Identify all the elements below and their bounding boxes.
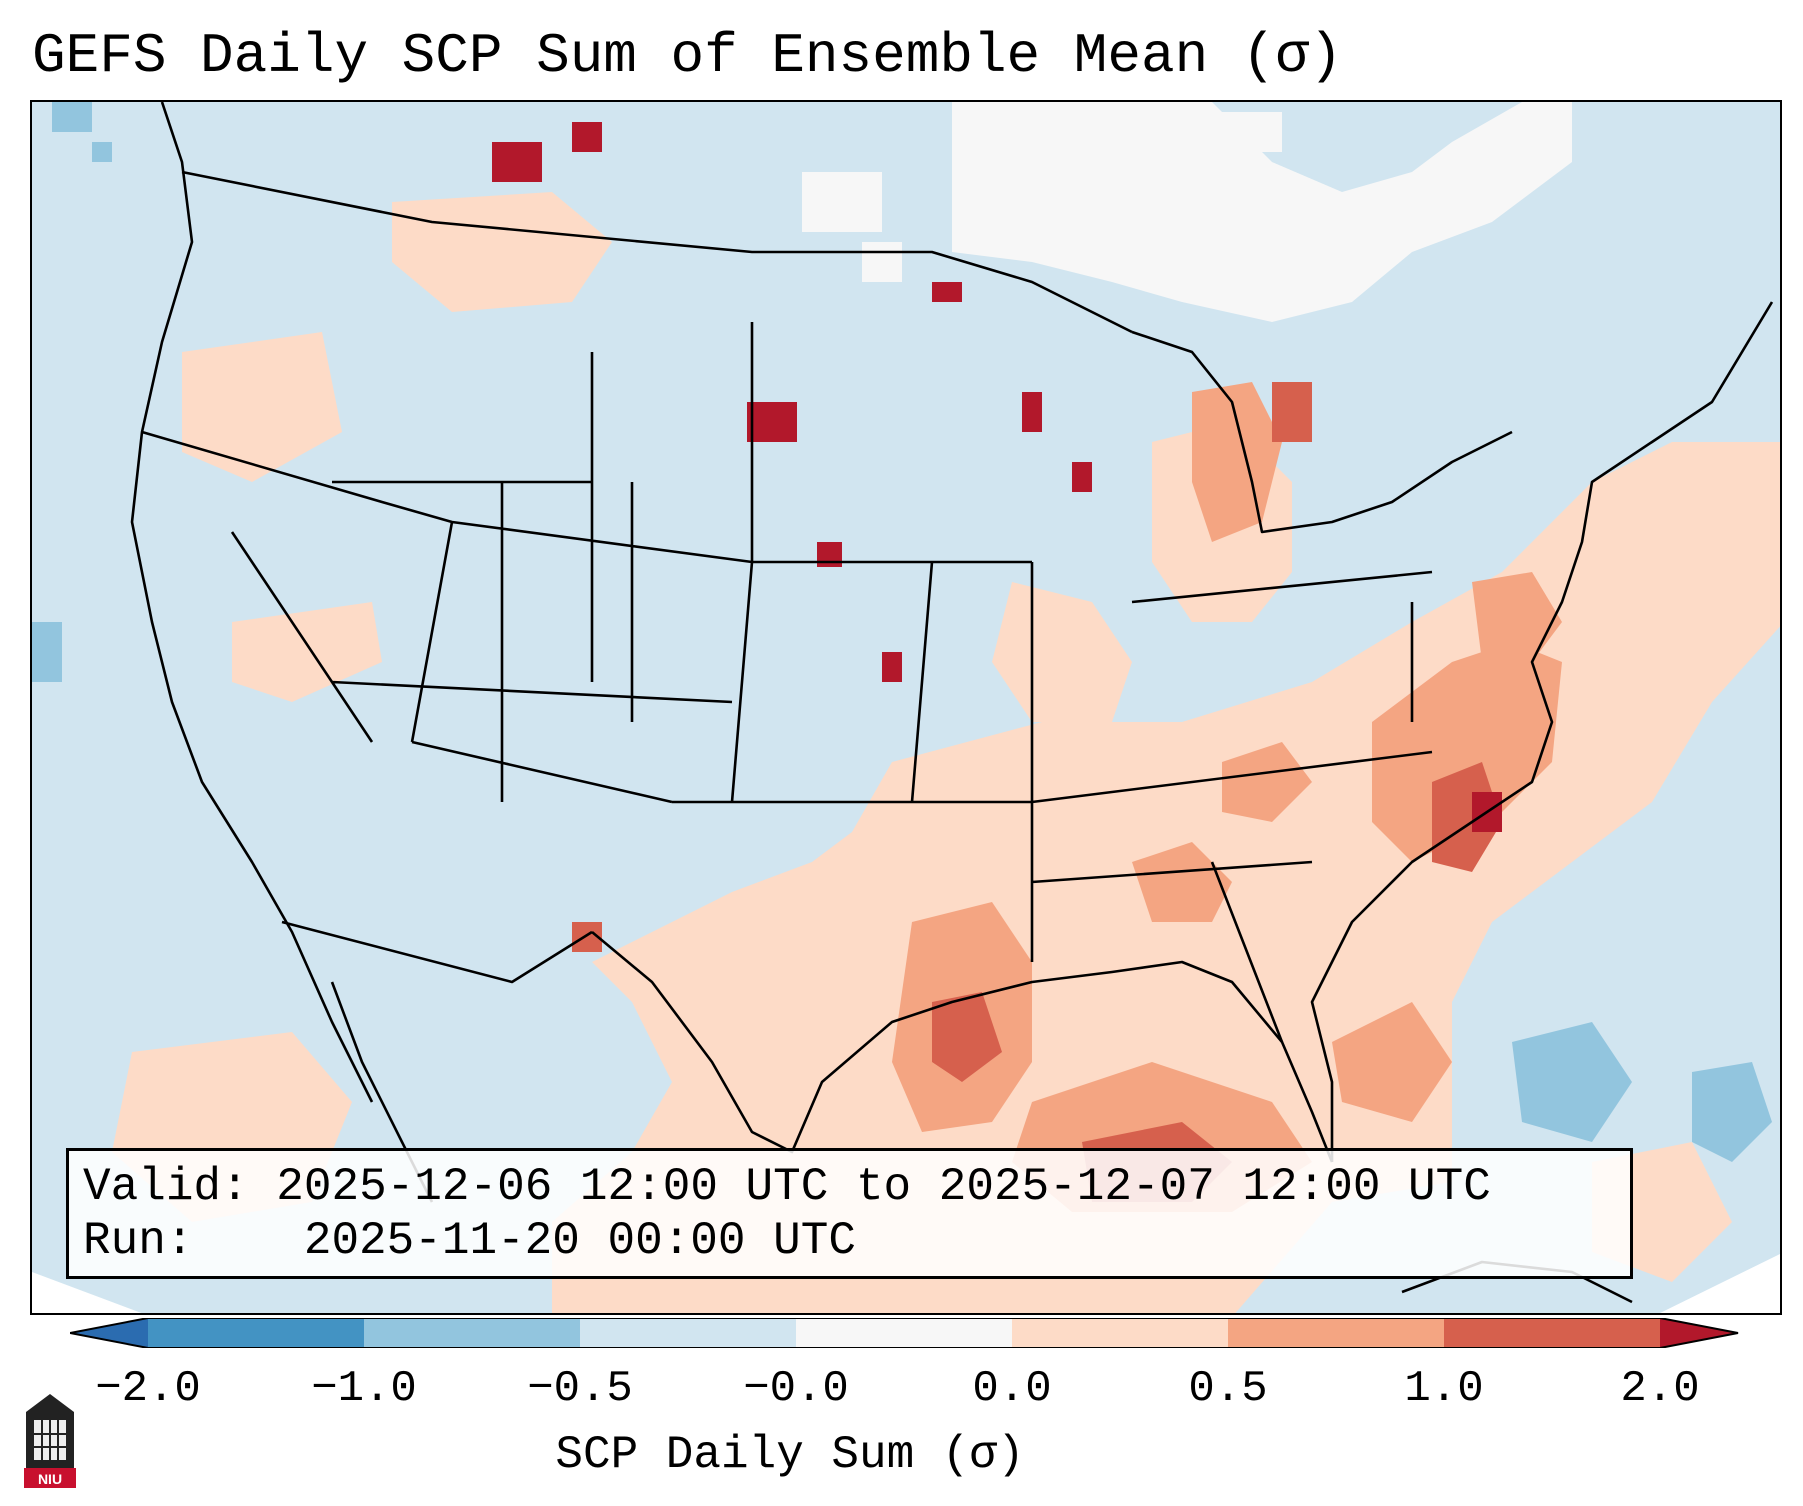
colorbar-tick-label: 0.5	[1188, 1364, 1268, 1414]
map-panel	[30, 100, 1782, 1315]
mexico-border	[281, 920, 593, 984]
info-box: Valid: 2025-12-06 12:00 UTC to 2025-12-0…	[66, 1148, 1633, 1279]
chart-title: GEFS Daily SCP Sum of Ensemble Mean (σ)	[32, 24, 1343, 88]
gulf-coast	[591, 931, 1334, 1163]
east-coast	[1310, 301, 1774, 1162]
valid-line: Valid: 2025-12-06 12:00 UTC to 2025-12-0…	[83, 1161, 1491, 1213]
niu-logo: NIU	[20, 1390, 80, 1495]
valid-label: Valid:	[83, 1161, 249, 1213]
niu-tower-icon: NIU	[24, 1394, 76, 1488]
projection-edge-right	[1660, 1253, 1780, 1313]
run-label: Run:	[83, 1215, 194, 1267]
colorbar-extend-max	[1660, 1318, 1738, 1348]
colorbar-bin-1	[148, 1318, 364, 1348]
colorbar-bin-4	[796, 1318, 1012, 1348]
colorbar-bin-5	[1012, 1318, 1228, 1348]
colorbar-tick-label: 2.0	[1620, 1364, 1700, 1414]
near-zero-region	[802, 102, 1572, 322]
colorbar-tick-label: −0.0	[743, 1364, 849, 1414]
logo-text: NIU	[38, 1471, 62, 1487]
run-value: 2025-11-20 00:00 UTC	[303, 1215, 856, 1267]
negative-region	[32, 102, 1772, 1162]
positive-extreme-region	[492, 122, 1502, 832]
colorbar-title: SCP Daily Sum (σ)	[555, 1429, 1025, 1481]
valid-value: 2025-12-06 12:00 UTC to 2025-12-07 12:00…	[276, 1161, 1491, 1213]
canada-border	[181, 170, 1133, 334]
colorbar-tick-label: 1.0	[1404, 1364, 1484, 1414]
colorbar-bin-2	[364, 1318, 580, 1348]
colorbar-extend-min	[70, 1318, 148, 1348]
west-coast	[130, 102, 374, 1103]
colorbar-svg	[69, 1317, 1739, 1358]
colorbar-tick-label: −0.5	[527, 1364, 633, 1414]
projection-edge	[32, 1272, 142, 1313]
state-lines	[141, 322, 1433, 1043]
run-line: Run: 2025-11-20 00:00 UTC	[83, 1215, 856, 1267]
colorbar-tick-label: −2.0	[95, 1364, 201, 1414]
colorbar-bin-7	[1444, 1318, 1660, 1348]
colorbar-bin-3	[580, 1318, 796, 1348]
great-lakes	[1131, 330, 1513, 534]
positive-high-region	[572, 382, 1502, 1202]
colorbar-tick-label: −1.0	[311, 1364, 417, 1414]
map-canvas	[32, 102, 1780, 1313]
colorbar-tick-label: 0.0	[972, 1364, 1052, 1414]
colorbar	[69, 1317, 1740, 1358]
colorbar-bin-6	[1228, 1318, 1444, 1348]
